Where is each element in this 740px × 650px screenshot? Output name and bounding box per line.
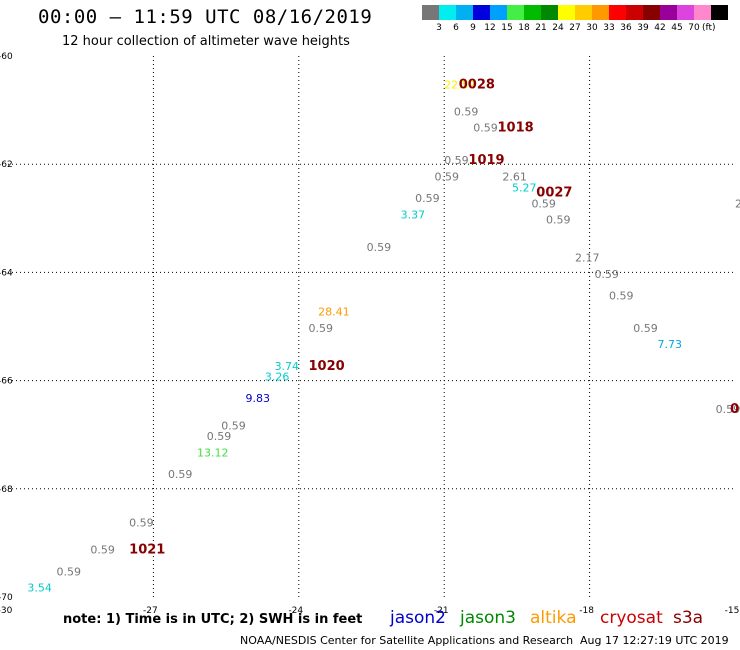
longitude-label: -18	[579, 606, 594, 616]
longitude-label: -21	[434, 606, 449, 616]
wave-height-value: 0.59	[90, 544, 115, 557]
latitude-label: -62	[0, 160, 13, 170]
wave-height-value: 3.54	[27, 582, 51, 595]
colorbar-label: 18	[518, 23, 530, 33]
legend-jason3: jason3	[460, 608, 516, 628]
colorbar-label: 3	[436, 23, 442, 33]
latitude-label: -66	[0, 377, 13, 387]
colorbar-swatch	[507, 5, 524, 20]
track-id-label: 0027	[536, 186, 572, 201]
wave-height-value: 0.59	[308, 322, 333, 335]
wave-height-value: 28.41	[318, 306, 350, 319]
colorbar-swatch	[592, 5, 609, 20]
wave-height-value: 2.4	[735, 197, 740, 210]
wave-height-value: 0.59	[168, 468, 193, 481]
colorbar-label: 9	[470, 23, 476, 33]
wave-height-value: 0.59	[221, 419, 246, 432]
colorbar-swatch	[524, 5, 541, 20]
legend-s3a: s3a	[673, 608, 704, 628]
legend-jason2: jason2	[390, 608, 446, 628]
longitude-label: -30	[0, 606, 13, 616]
wave-height-value: 5.27	[512, 181, 537, 194]
track-id-label: 0026	[730, 402, 740, 417]
colorbar-swatch	[711, 5, 728, 20]
colorbar-label: 21	[535, 23, 547, 33]
page-subtitle: 12 hour collection of altimeter wave hei…	[62, 34, 350, 49]
colorbar-swatch	[456, 5, 473, 20]
wave-height-value: 3.37	[401, 208, 426, 221]
track-id-label: 1018	[498, 121, 534, 136]
colorbar-swatch	[439, 5, 456, 20]
page-title: 00:00 – 11:59 UTC 08/16/2019	[38, 6, 373, 28]
colorbar-label: 36	[620, 23, 632, 33]
wave-height-value: 0.59	[609, 289, 634, 302]
wave-height-value: 0.59	[207, 430, 232, 443]
wave-height-value: 2.17	[575, 252, 600, 265]
wave-height-value: 3.26	[265, 371, 290, 384]
track-id-label: 1020	[308, 359, 344, 374]
wave-height-value: 3.74	[275, 360, 300, 373]
wave-height-value: 0.59	[473, 122, 498, 135]
colorbar-swatch	[677, 5, 694, 20]
track-id-label: 1021	[129, 543, 165, 558]
wave-height-value: 0.59	[454, 106, 479, 119]
colorbar-swatch	[660, 5, 677, 20]
colorbar-label: 45	[671, 23, 683, 33]
colorbar-label: 27	[569, 23, 581, 33]
colorbar-swatch	[694, 5, 711, 20]
longitude-label: -24	[288, 606, 303, 616]
colorbar-swatch	[575, 5, 592, 20]
latitude-label: -68	[0, 485, 13, 495]
colorbar-unit: (ft)	[702, 23, 716, 33]
wave-height-value: 7.73	[657, 338, 682, 351]
wave-height-value: 9.83	[245, 392, 270, 405]
legend-cryosat: cryosat	[600, 608, 663, 628]
footer-credit: NOAA/NESDIS Center for Satellite Applica…	[240, 634, 574, 647]
colorbar-label: 24	[552, 23, 564, 33]
footer-note: note: 1) Time is in UTC; 2) SWH is in fe…	[63, 612, 363, 627]
latitude-label: -70	[0, 593, 13, 603]
wave-height-value: 0.59	[546, 214, 571, 227]
latitude-label: -60	[0, 52, 13, 62]
footer-timestamp: Aug 17 12:27:19 UTC 2019	[580, 634, 729, 647]
colorbar-swatch	[626, 5, 643, 20]
colorbar-swatch	[558, 5, 575, 20]
wave-height-value: 0.59	[594, 268, 619, 281]
wave-height-value: 22.59	[444, 78, 476, 91]
latitude-label: -64	[0, 268, 13, 278]
colorbar-label: 15	[501, 23, 513, 33]
track-id-label: 0028	[459, 77, 495, 92]
legend-altika: altika	[530, 608, 577, 628]
wave-height-value: 13.12	[197, 446, 229, 459]
wave-height-value: 0.59	[716, 403, 740, 416]
colorbar-label: 6	[453, 23, 459, 33]
colorbar-swatch	[473, 5, 490, 20]
wave-height-value: 0.59	[531, 197, 556, 210]
wave-height-value: 2.61	[502, 170, 527, 183]
colorbar-label: 39	[637, 23, 649, 33]
colorbar-swatch	[541, 5, 558, 20]
wave-height-value: 0.59	[633, 322, 658, 335]
colorbar-label: 30	[586, 23, 598, 33]
wave-height-value: 0.59	[444, 154, 469, 167]
colorbar-label: 70	[688, 23, 700, 33]
track-id-label: 1019	[468, 153, 504, 168]
colorbar-label: 33	[603, 23, 615, 33]
longitude-label: -15	[725, 606, 740, 616]
colorbar-swatch	[490, 5, 507, 20]
wave-height-value: 0.59	[435, 170, 460, 183]
colorbar-label: 42	[654, 23, 666, 33]
colorbar-label: 12	[484, 23, 496, 33]
colorbar-swatch	[643, 5, 660, 20]
wave-height-value: 0.59	[56, 565, 81, 578]
wave-height-value: 0.59	[129, 517, 154, 530]
colorbar-swatch	[609, 5, 626, 20]
longitude-label: -27	[143, 606, 158, 616]
colorbar-swatch	[422, 5, 439, 20]
wave-height-value: 0.59	[415, 192, 440, 205]
wave-height-value: 0.59	[367, 241, 392, 254]
